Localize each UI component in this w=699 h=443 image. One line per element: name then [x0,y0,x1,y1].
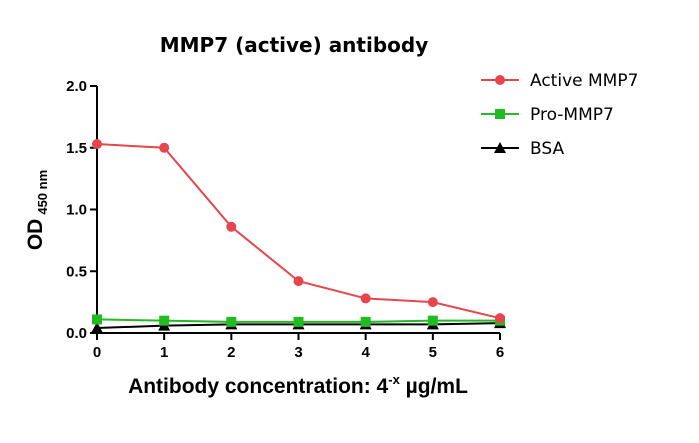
x-tick-label: 0 [93,344,101,361]
x-axis-label-main: Antibody concentration: 4 [128,375,388,398]
x-axis-label-unit: µg/mL [400,375,468,398]
chart-title: MMP7 (active) antibody [160,33,429,57]
data-point-active-mmp7 [293,276,304,287]
series-line-active-mmp7 [96,143,501,320]
x-ticks: 0 1 2 3 4 5 6 [93,333,504,361]
y-axis-label: OD 450 nm [24,170,50,250]
legend-label: Pro-MMP7 [530,105,614,125]
y-tick-label: 0.5 [66,263,87,280]
y-axis-label-main: OD [24,219,47,251]
y-tick-label: 1.0 [66,202,87,219]
data-point-pro-mmp7 [92,314,102,325]
series-active-mmp7 [92,139,505,324]
data-point-active-mmp7 [226,221,237,232]
x-tick-label: 5 [429,344,437,361]
legend-marker [494,142,506,153]
data-point-active-mmp7 [360,293,371,304]
plot-area: 0.0 0.5 1.0 1.5 2.0 0 1 2 3 4 5 6 [66,78,506,361]
legend-marker [495,109,505,119]
data-point-active-mmp7 [92,139,102,150]
y-axis-label-subscript: 450 nm [35,170,50,215]
data-point-pro-mmp7 [360,316,371,327]
legend-item-bsa: BSA [481,139,564,159]
x-tick-label: 1 [160,344,168,361]
data-point-active-mmp7 [159,142,170,153]
series-layer [91,139,506,334]
x-tick-label: 2 [227,344,235,361]
y-ticks: 0.0 0.5 1.0 1.5 2.0 [66,78,97,342]
legend-item-active-mmp7: Active MMP7 [481,71,638,91]
x-axis-label-superscript: -x [388,372,400,387]
data-point-pro-mmp7 [159,315,170,326]
x-tick-label: 6 [496,344,504,361]
legend-label: Active MMP7 [530,71,638,91]
legend-marker [495,75,505,85]
data-point-pro-mmp7 [226,316,237,327]
legend-item-pro-mmp7: Pro-MMP7 [481,105,614,125]
data-point-active-mmp7 [495,313,505,324]
data-point-bsa [91,322,103,334]
data-point-pro-mmp7 [427,315,438,326]
y-tick-label: 2.0 [66,78,87,95]
x-tick-label: 4 [361,344,370,361]
data-point-pro-mmp7 [293,316,304,327]
legend-label: BSA [530,139,564,159]
y-tick-label: 1.5 [66,140,87,157]
data-point-active-mmp7 [427,297,438,308]
x-axis-label: Antibody concentration: 4-x µg/mL [128,372,468,398]
x-tick-label: 3 [294,344,302,361]
y-tick-label: 0.0 [66,325,87,342]
legend: Active MMP7 Pro-MMP7 BSA [481,71,638,159]
